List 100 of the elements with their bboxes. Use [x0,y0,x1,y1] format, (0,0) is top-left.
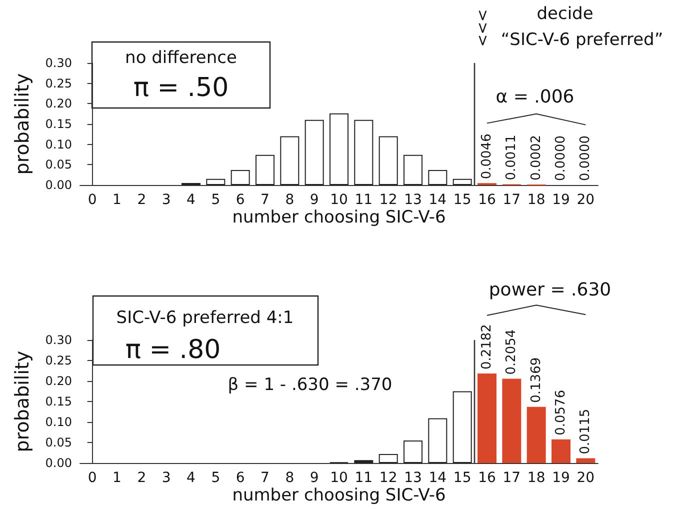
y-tick-label: 0.30 [45,56,72,70]
y-tick-label: 0.20 [45,374,72,388]
x-tick-label: 0 [88,470,97,486]
x-tick-label: 18 [527,470,546,486]
x-tick-label: 13 [404,470,422,486]
x-tick-label: 12 [379,470,398,486]
x-tick-label: 8 [285,192,294,208]
y-tick-label: 0.25 [45,76,72,90]
data-label: 0.0115 [578,408,594,454]
bar [378,454,398,463]
text: decide [536,4,594,24]
x-tick-label: 16 [478,192,496,208]
x-tick-label: 10 [330,192,348,208]
x-tick-label: 8 [285,470,294,486]
y-tick-label: 0.20 [45,96,72,111]
text: power = .630 [488,280,612,300]
text: SIC-V-6 preferred 4:1 [116,308,294,328]
x-tick-label: 15 [453,192,472,208]
x-tick-label: 2 [137,192,146,208]
y-tick-label: 0.10 [45,137,72,152]
bar [478,374,496,463]
text: >>> [474,9,492,47]
bar [526,406,546,463]
x-tick-label: 7 [260,192,270,208]
bar [404,440,422,463]
bar [280,136,300,185]
data-label: 0.0000 [578,136,594,181]
x-tick-label: 14 [428,192,447,208]
bar [452,178,472,185]
x-tick-label: 1 [112,192,122,208]
x-tick-label: 6 [236,192,245,208]
x-tick-label: 13 [404,192,422,208]
bar [404,154,422,185]
x-tick-label: 17 [502,192,521,208]
bar [378,136,398,185]
bar [354,120,374,185]
x-tick-label: 0 [88,192,97,208]
x-tick-label: 1 [112,470,122,486]
x-tick-label: 7 [260,470,270,486]
x-tick-label: 11 [354,470,373,486]
y-axis-title: probability [12,73,34,175]
y-tick-label: 0.15 [45,117,72,131]
y-tick-label: 0.05 [45,158,72,172]
data-label: 0.1369 [528,357,544,403]
y-tick-label: 0.15 [45,394,72,408]
x-axis-title: number choosing SIC-V-6 [232,208,446,228]
data-label: 0.0000 [554,136,568,181]
bar [552,439,570,463]
bar [452,391,472,463]
data-label: 0.0002 [528,134,544,180]
x-tick-label: 11 [354,192,373,208]
x-tick-label: 16 [478,470,496,486]
x-tick-label: 20 [576,470,595,486]
bar [502,378,522,463]
x-tick-label: 4 [186,192,196,208]
x-tick-label: 20 [576,192,595,208]
x-tick-label: 9 [310,192,319,208]
annotation: π = .50 [133,73,229,103]
data-label: 0.2182 [480,324,494,370]
y-tick-label: 0.10 [45,415,72,429]
bar [206,178,226,185]
x-tick-label: 6 [236,470,245,486]
x-tick-label: 12 [379,192,398,208]
bar [428,170,448,185]
x-axis-title: number choosing SIC-V-6 [232,486,446,506]
annotation: β = 1 - .630 = .370 [228,375,392,395]
y-axis-title: probability [12,350,34,452]
bar [256,154,274,185]
bar [230,170,250,185]
x-tick-label: 19 [552,470,570,486]
x-tick-label: 5 [211,192,220,208]
data-label: 0.0011 [504,134,520,180]
x-tick-label: 9 [310,470,319,486]
x-tick-label: 15 [453,470,472,486]
x-tick-label: 5 [211,470,220,486]
x-tick-label: 3 [162,192,171,208]
x-tick-label: 17 [502,470,521,486]
text: “SIC-V-6 preferred” [500,30,664,50]
y-tick-label: 0.25 [45,354,72,368]
x-tick-label: 14 [428,470,447,486]
annotation: α = .006 [496,86,574,108]
x-tick-label: 18 [527,192,546,208]
y-tick-label: 0.05 [45,436,72,450]
x-tick-label: 10 [330,470,348,486]
x-tick-label: 3 [162,470,171,486]
bar [304,120,324,185]
data-label: 0.2054 [504,329,520,375]
x-tick-label: 4 [186,470,196,486]
annotation: π = .80 [125,335,221,365]
bar [428,418,448,463]
x-tick-label: 2 [137,470,146,486]
y-tick-label: 0.00 [45,456,72,470]
annotation: no difference [125,48,237,68]
y-tick-label: 0.00 [45,178,72,192]
data-label: 0.0576 [554,390,568,436]
bar [576,458,596,463]
data-label: 0.0046 [480,134,494,180]
bar [330,113,348,185]
x-tick-label: 19 [552,192,570,208]
y-tick-label: 0.30 [45,333,72,347]
